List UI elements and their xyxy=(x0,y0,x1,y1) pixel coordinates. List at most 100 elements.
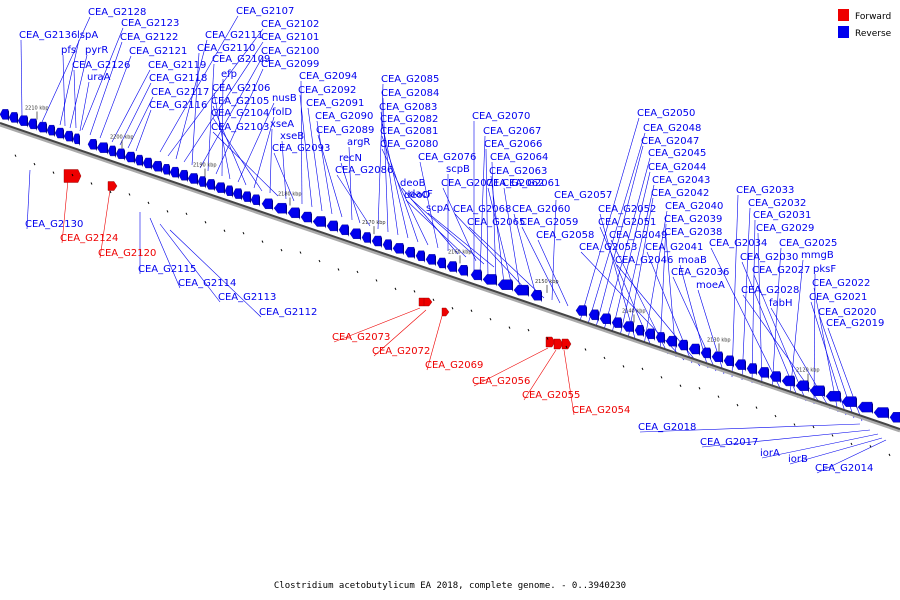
reverse-gene-shade xyxy=(96,139,97,152)
reverse-gene-shade xyxy=(205,176,206,189)
reverse-gene xyxy=(655,332,665,343)
scale-tick-label: 2210 kbp xyxy=(25,106,49,112)
leader-line xyxy=(307,107,323,212)
leader-line xyxy=(741,261,799,399)
reverse-gene-shade xyxy=(63,128,64,141)
reverse-gene-shade xyxy=(528,285,529,298)
reverse-gene xyxy=(425,254,436,265)
reverse-gene-shade xyxy=(598,309,599,322)
leader-line xyxy=(485,148,489,278)
reverse-gene-shade xyxy=(17,112,18,125)
leader-line xyxy=(523,349,557,401)
reverse-gene xyxy=(197,176,206,187)
reverse-gene-shade xyxy=(178,167,179,180)
leader-line xyxy=(69,54,88,129)
reverse-gene-shade xyxy=(824,385,825,398)
reverse-gene xyxy=(436,257,446,269)
legend-reverse-label: Reverse xyxy=(855,29,892,39)
reverse-gene-label: CEA_G2071 xyxy=(441,178,499,189)
leader-line xyxy=(405,199,467,258)
reverse-gene-label: CEA_G2050 xyxy=(637,108,695,119)
reverse-gene xyxy=(665,335,677,347)
reverse-gene-label: moaB xyxy=(678,255,707,266)
leader-line xyxy=(221,78,224,177)
reverse-gene-label: CEA_G2066 xyxy=(484,139,542,150)
reverse-gene-label: CEA_G2112 xyxy=(259,307,317,318)
reverse-gene-label: CEA_G2020 xyxy=(818,307,876,318)
feature-mark xyxy=(223,229,226,232)
leader-line xyxy=(611,171,651,334)
leader-line xyxy=(59,39,80,126)
reverse-gene-label: CEA_G2109 xyxy=(212,54,270,65)
reverse-gene-shade xyxy=(259,194,260,207)
feature-mark xyxy=(318,259,321,263)
leader-line xyxy=(99,55,132,139)
leader-line xyxy=(771,247,782,390)
reverse-gene-label: CEA_G2101 xyxy=(261,32,319,43)
reverse-gene-label: CEA_G2052 xyxy=(598,204,656,215)
reverse-gene-label: CEA_G2091 xyxy=(306,98,364,109)
reverse-gene-label: CEA_G2061 xyxy=(502,178,560,189)
reverse-gene xyxy=(873,407,889,418)
reverse-gene-shade xyxy=(856,396,857,409)
leader-line xyxy=(503,187,521,290)
leader-line xyxy=(159,15,239,153)
leader-line xyxy=(513,213,537,296)
leader-line xyxy=(299,94,313,208)
reverse-gene-shade xyxy=(161,161,162,174)
reverse-gene xyxy=(214,182,225,193)
reverse-gene xyxy=(250,194,260,205)
reverse-gene-label: CEA_G2059 xyxy=(520,217,578,228)
reverse-gene xyxy=(457,265,468,276)
reverse-gene xyxy=(361,232,371,243)
reverse-gene xyxy=(178,170,188,181)
reverse-gene xyxy=(857,401,873,413)
reverse-gene-label: CEA_G2085 xyxy=(381,74,439,85)
reverse-gene-label: CEA_G2107 xyxy=(236,6,294,17)
feature-mark xyxy=(489,317,492,321)
reverse-gene xyxy=(688,343,700,355)
reverse-gene-label: iorA xyxy=(760,448,780,459)
leader-line xyxy=(73,69,77,129)
scale-tick-label: 2200 kbp xyxy=(110,134,134,140)
forward-gene-label: CEA_G2120 xyxy=(98,248,156,259)
reverse-gene-shade xyxy=(481,269,482,282)
leader-line xyxy=(159,223,221,303)
reverse-gene-label: CEA_G2063 xyxy=(489,166,547,177)
feature-mark xyxy=(356,270,359,274)
reverse-gene-label: CEA_G2040 xyxy=(665,201,723,212)
forward-gene xyxy=(545,336,556,348)
reverse-gene-label: CEA_G2126 xyxy=(72,60,130,71)
feature-mark xyxy=(185,212,188,216)
reverse-gene-label: CEA_G2030 xyxy=(740,252,798,263)
reverse-gene-label: folD xyxy=(272,107,292,118)
reverse-gene-label: CEA_G2086 xyxy=(335,165,393,176)
reverse-gene-label: argR xyxy=(347,137,370,148)
feature-mark xyxy=(470,309,473,312)
forward-gene-label: CEA_G2073 xyxy=(332,332,390,343)
feature-mark xyxy=(584,348,587,351)
reverse-gene-shade xyxy=(403,243,404,256)
reverse-gene xyxy=(107,145,116,157)
reverse-gene-label: CEA_G2033 xyxy=(736,185,794,196)
feature-mark xyxy=(888,453,891,457)
reverse-gene-shade xyxy=(756,363,757,376)
leader-line xyxy=(191,52,200,166)
leader-line xyxy=(79,81,90,132)
leader-line xyxy=(300,80,303,205)
reverse-gene xyxy=(841,396,857,407)
reverse-gene xyxy=(261,198,273,209)
reverse-gene-shade xyxy=(214,179,215,192)
leader-line xyxy=(761,433,879,459)
reverse-gene xyxy=(151,161,162,172)
leader-line xyxy=(491,161,497,281)
reverse-gene-label: CEA_G2019 xyxy=(826,318,884,329)
leader-line xyxy=(373,309,427,357)
reverse-gene-label: CEA_G2122 xyxy=(120,32,178,43)
forward-gene xyxy=(561,338,572,350)
reverse-gene-label: CEA_G2045 xyxy=(648,148,706,159)
reverse-gene-shade xyxy=(299,207,300,220)
leader-line xyxy=(789,437,883,465)
reverse-gene-shade xyxy=(794,375,795,388)
leader-line xyxy=(473,347,549,387)
